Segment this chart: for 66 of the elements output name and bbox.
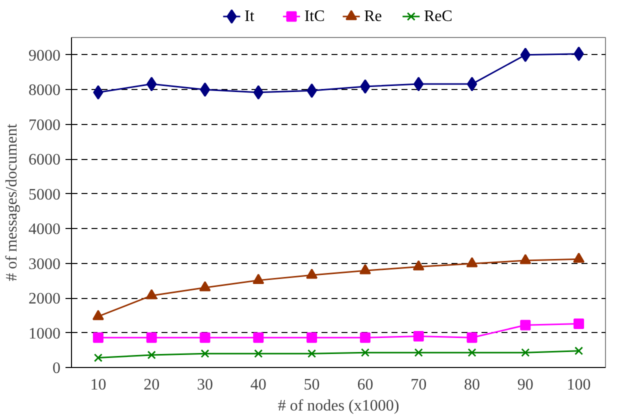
point — [574, 46, 584, 62]
point — [200, 82, 210, 97]
y-tick-label: 3000 — [28, 256, 60, 273]
point — [574, 318, 584, 329]
point — [146, 289, 158, 300]
point — [252, 274, 264, 284]
point — [466, 332, 478, 343]
legend-label: It — [244, 8, 255, 25]
point — [520, 48, 530, 62]
point — [146, 76, 157, 92]
point — [573, 252, 585, 263]
point — [92, 310, 104, 320]
x-tick-label: 100 — [566, 376, 591, 394]
point — [200, 332, 210, 343]
point — [93, 85, 104, 100]
point — [468, 348, 476, 357]
y-tick-label: 9000 — [28, 47, 60, 64]
point — [520, 320, 531, 330]
x-tick-label: 70 — [410, 376, 427, 394]
y-tick-label: 4000 — [28, 221, 60, 238]
point — [254, 349, 263, 358]
y-tick-label: 6000 — [28, 152, 60, 169]
point — [360, 348, 370, 357]
y-tick-label: 2000 — [28, 290, 60, 308]
y-tick-label: 8000 — [28, 82, 60, 100]
legend-label: ItC — [304, 8, 325, 25]
point — [306, 332, 318, 343]
x-tick-label: 80 — [464, 376, 480, 394]
point — [360, 79, 370, 94]
point — [253, 332, 264, 343]
legend-label: ReC — [424, 8, 452, 25]
y-tick-label: 1000 — [28, 325, 60, 342]
point — [92, 332, 104, 343]
point — [414, 76, 424, 92]
y-tick-label: 7000 — [28, 116, 60, 134]
legend-label: Re — [364, 8, 382, 25]
x-tick-label: 30 — [197, 376, 213, 394]
y-axis-title: # of messages/document — [4, 123, 20, 282]
point — [414, 348, 423, 357]
point — [466, 257, 478, 268]
point — [94, 353, 102, 362]
x-tick-label: 50 — [304, 376, 320, 394]
x-axis-title: # of nodes (x1000) — [278, 398, 400, 414]
point — [200, 349, 210, 358]
point — [359, 264, 371, 274]
point — [412, 260, 424, 270]
point — [466, 76, 478, 92]
x-tick-label: 90 — [517, 376, 534, 394]
point — [521, 348, 530, 357]
point — [413, 330, 424, 342]
point — [574, 346, 584, 356]
point — [308, 349, 316, 358]
point — [146, 332, 157, 343]
point — [147, 350, 156, 360]
x-tick-label: 20 — [144, 376, 160, 394]
x-tick-label: 10 — [90, 376, 106, 394]
point — [306, 268, 318, 279]
y-tick-label: 0 — [52, 360, 60, 377]
point — [306, 83, 317, 98]
x-tick-label: 40 — [250, 376, 266, 394]
point — [360, 332, 370, 343]
point — [199, 281, 211, 292]
point — [520, 254, 532, 264]
y-tick-label: 5000 — [28, 186, 60, 204]
x-tick-label: 60 — [357, 376, 374, 394]
point — [253, 85, 264, 100]
